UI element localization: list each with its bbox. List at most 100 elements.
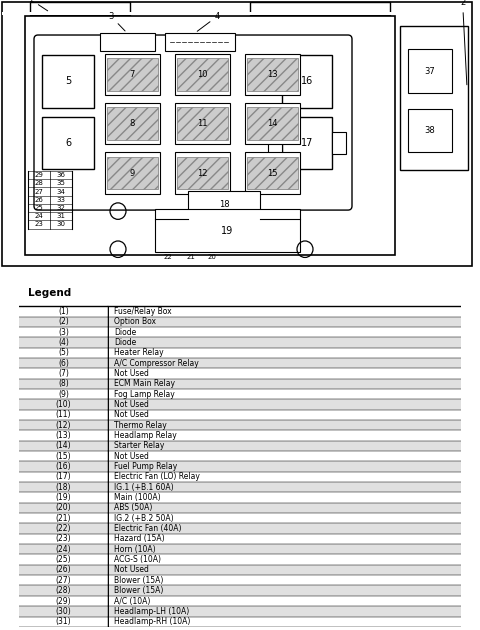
Text: A/C Compressor Relay: A/C Compressor Relay: [114, 358, 199, 368]
Text: 9: 9: [130, 168, 134, 178]
Text: (8): (8): [58, 379, 69, 388]
Bar: [19, 585, 461, 596]
Bar: [19, 369, 461, 379]
Bar: [19, 606, 461, 617]
Text: 24: 24: [35, 214, 43, 219]
Bar: [175, 103, 230, 144]
Text: Horn (10A): Horn (10A): [114, 545, 156, 554]
Bar: [19, 596, 461, 606]
Bar: [19, 420, 461, 430]
Text: 35: 35: [57, 180, 65, 186]
Text: Headlamp-LH (10A): Headlamp-LH (10A): [114, 607, 190, 616]
Text: (16): (16): [56, 462, 71, 471]
Text: Legend: Legend: [28, 289, 72, 299]
Text: Not Used: Not Used: [114, 400, 149, 409]
Text: (11): (11): [56, 410, 71, 420]
Text: 36: 36: [57, 172, 65, 178]
Bar: [245, 152, 300, 193]
Text: IG.2 (+B.2 50A): IG.2 (+B.2 50A): [114, 514, 174, 523]
Bar: [30, 2, 130, 16]
Bar: [19, 575, 461, 585]
Bar: [165, 33, 235, 52]
Text: 8: 8: [129, 119, 135, 128]
Bar: [42, 55, 94, 108]
Text: 30: 30: [57, 222, 65, 227]
Bar: [19, 389, 461, 399]
Text: Diode: Diode: [114, 328, 136, 336]
Bar: [19, 524, 461, 534]
Text: 7: 7: [129, 70, 135, 79]
Bar: [19, 399, 461, 410]
Text: (31): (31): [56, 617, 71, 626]
Bar: [188, 190, 260, 219]
Bar: [175, 54, 230, 94]
Bar: [408, 109, 452, 152]
Text: (12): (12): [56, 421, 71, 430]
Text: 29: 29: [35, 172, 43, 178]
Text: 3: 3: [108, 11, 125, 31]
Text: (10): (10): [56, 400, 71, 409]
Bar: [19, 337, 461, 348]
Bar: [19, 503, 461, 513]
Text: Fog Lamp Relay: Fog Lamp Relay: [114, 390, 175, 399]
Text: Starter Relay: Starter Relay: [114, 442, 165, 450]
Text: Option Box: Option Box: [114, 318, 156, 326]
Bar: [19, 472, 461, 482]
Text: (20): (20): [56, 503, 71, 512]
Text: (3): (3): [58, 328, 69, 336]
Bar: [247, 156, 298, 190]
Text: 27: 27: [35, 188, 43, 195]
Text: Fuel Pump Relay: Fuel Pump Relay: [114, 462, 178, 471]
Text: 11: 11: [197, 119, 207, 128]
Bar: [19, 544, 461, 554]
Text: 33: 33: [57, 197, 65, 203]
Text: Headlamp-RH (10A): Headlamp-RH (10A): [114, 617, 191, 626]
Text: (21): (21): [56, 514, 71, 523]
Text: Not Used: Not Used: [114, 566, 149, 575]
Bar: [332, 132, 346, 154]
Text: Headlamp Relay: Headlamp Relay: [114, 431, 177, 440]
Bar: [19, 461, 461, 472]
Text: 2: 2: [460, 0, 467, 85]
Bar: [245, 54, 300, 94]
Text: (30): (30): [56, 607, 71, 616]
Text: (5): (5): [58, 348, 69, 357]
Text: (15): (15): [56, 452, 71, 461]
Bar: [100, 33, 155, 52]
Text: 4: 4: [197, 11, 220, 32]
Bar: [19, 410, 461, 420]
Bar: [282, 117, 332, 169]
Text: 28: 28: [35, 180, 43, 186]
Text: 1: 1: [28, 0, 48, 11]
Bar: [19, 513, 461, 524]
Bar: [107, 58, 158, 91]
Text: 34: 34: [57, 188, 65, 195]
Text: Thermo Relay: Thermo Relay: [114, 421, 167, 430]
Text: (14): (14): [56, 442, 71, 450]
Bar: [400, 26, 468, 170]
Bar: [107, 156, 158, 190]
Bar: [177, 107, 228, 140]
Text: 31: 31: [57, 214, 65, 219]
Bar: [19, 358, 461, 369]
Text: Not Used: Not Used: [114, 410, 149, 420]
Text: 22: 22: [164, 255, 172, 260]
Text: 10: 10: [197, 70, 207, 79]
Bar: [42, 117, 94, 169]
Text: 19: 19: [221, 226, 233, 236]
Bar: [19, 317, 461, 327]
Bar: [19, 451, 461, 461]
Text: ACG-S (10A): ACG-S (10A): [114, 555, 161, 564]
Text: Not Used: Not Used: [114, 369, 149, 378]
Text: (27): (27): [56, 576, 71, 585]
Text: (29): (29): [56, 597, 71, 605]
Text: Blower (15A): Blower (15A): [114, 586, 164, 595]
Bar: [19, 306, 461, 317]
Bar: [19, 430, 461, 441]
Text: Hazard (15A): Hazard (15A): [114, 534, 165, 544]
Bar: [250, 2, 390, 16]
Text: (19): (19): [56, 493, 71, 502]
Text: 26: 26: [35, 197, 43, 203]
Bar: [2, 13, 470, 16]
Text: (28): (28): [56, 586, 71, 595]
